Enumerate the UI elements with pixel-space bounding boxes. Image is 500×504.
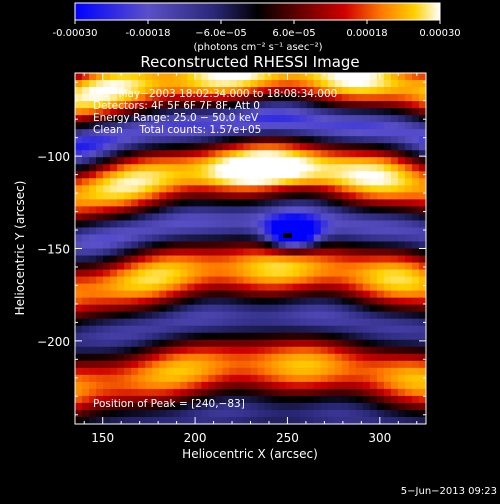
x-tick-label: 200 [184,431,207,445]
y-tick-label: −150 [37,243,70,257]
y-axis-label: Heliocentric Y (arcsec) [13,181,27,316]
y-tick-label: −200 [37,335,70,349]
annotation-block: 1−May−2003 18:02:34.000 to 18:08:34.000 … [93,88,337,136]
annotation-time-range: 1−May−2003 18:02:34.000 to 18:08:34.000 [103,88,337,100]
peak-label: Position of Peak = [240,−83] [93,398,245,410]
y-tick-label: −100 [37,150,70,164]
x-axis-label: Heliocentric X (arcsec) [182,447,318,461]
colorbar-tick-label: 6.0e−05 [272,28,315,39]
colorbar-tick-label: -0.00018 [126,28,171,39]
x-tick-label: 150 [91,431,114,445]
colorbar-tick-label: 0.00018 [346,28,387,39]
chart-title: Reconstructed RHESSI Image [140,53,359,71]
annotation-clean: Clean Total counts: 1.57e+05 [93,124,261,136]
x-axis: 150 200 250 300 [83,73,418,445]
minimum-marker [282,233,292,239]
colorbar-tick-label: 0.00030 [419,28,460,39]
annotation-energy: Energy Range: 25.0 − 50.0 keV [93,112,259,124]
x-tick-label: 300 [368,431,391,445]
annotation-detectors: Detectors: 4F 5F 6F 7F 8F, Att 0 [93,100,260,112]
colorbar-unit-label: (photons cm⁻² s⁻¹ asec⁻²) [193,42,322,53]
footer-timestamp: 5−Jun−2013 09:23 [401,486,497,497]
x-tick-label: 250 [276,431,299,445]
y-axis: −100 −150 −200 [37,81,426,416]
colorbar: -0.00030 -0.00018 −6.0e−05 6.0e−05 0.00018 0.… [53,2,461,53]
colorbar-tick-label: -0.00030 [53,28,98,39]
heatmap-image [75,73,426,424]
colorbar-tick-label: −6.0e−05 [195,28,247,39]
colorbar-gradient [74,2,441,21]
